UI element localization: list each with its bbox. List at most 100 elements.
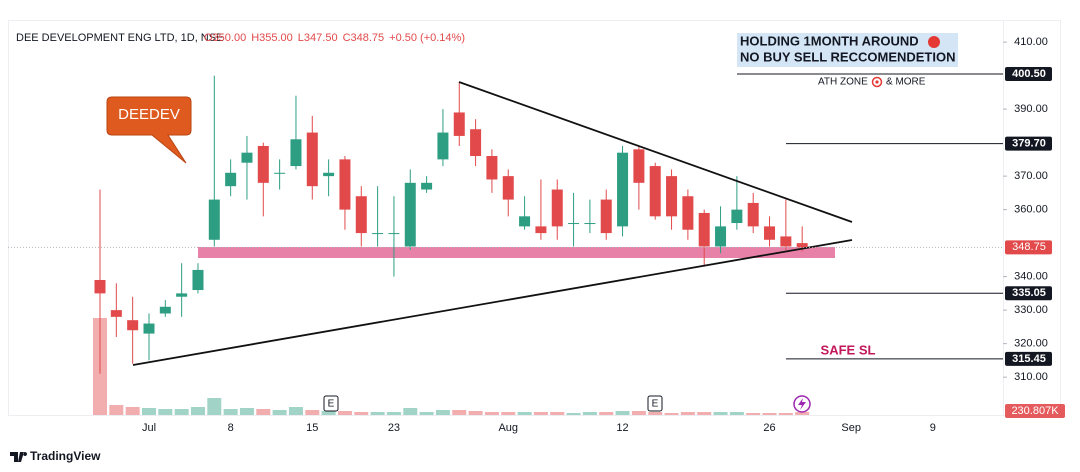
volume-bar — [484, 412, 499, 415]
candle-body — [470, 129, 482, 157]
volume-bar — [370, 412, 385, 415]
volume-bar — [158, 409, 173, 415]
candle-body — [176, 293, 188, 297]
candle-body — [617, 152, 629, 227]
symbol: DEE DEVELOPMENT ENG LTD, 1D, NSE — [16, 32, 223, 44]
ohlc-value: H355.00 — [251, 32, 293, 44]
volume-bar — [778, 413, 793, 415]
volume-bar — [403, 408, 418, 415]
candle-body — [535, 226, 547, 234]
volume-bar — [680, 412, 695, 415]
level-box — [1005, 286, 1052, 301]
volume-bar — [141, 408, 156, 415]
volume-bar — [648, 412, 663, 415]
volume-bar — [582, 412, 597, 415]
x-tick-label: 15 — [306, 422, 318, 434]
candle-body — [731, 209, 743, 224]
candle-body — [192, 269, 204, 291]
volume-bar — [697, 412, 712, 415]
level-box — [1005, 136, 1052, 151]
y-tick-label: 410.00 — [1014, 36, 1048, 48]
candle-body — [649, 166, 661, 217]
volume-bar — [566, 413, 581, 415]
lightning-bolt — [798, 398, 806, 410]
volume-bar — [501, 412, 516, 415]
volume-bar — [746, 413, 761, 415]
candle-body — [404, 182, 416, 247]
candle-body — [143, 323, 155, 334]
candle-body — [551, 189, 563, 227]
candle-body — [747, 202, 759, 227]
x-tick-label: 8 — [228, 422, 234, 434]
y-tick-label: 320.00 — [1014, 338, 1048, 350]
volume-bar — [125, 407, 140, 415]
target-center — [875, 80, 879, 84]
lower-trendline — [132, 239, 853, 366]
candle-body — [339, 159, 351, 210]
candle-body — [600, 199, 612, 234]
candle-body — [110, 310, 122, 317]
candle-body — [372, 233, 384, 235]
volume-bar — [435, 410, 450, 415]
candle-body — [502, 176, 514, 200]
y-tick-label: 330.00 — [1014, 304, 1048, 316]
volume-bar — [190, 407, 205, 415]
volume-bar — [468, 411, 483, 415]
volume-bar — [713, 412, 728, 415]
candle-body — [568, 223, 580, 225]
volume-bar — [256, 409, 271, 415]
volume-label: 230.807K — [1011, 405, 1059, 417]
volume-bar — [272, 410, 287, 415]
volume-bar — [419, 412, 434, 415]
x-tick-label: 12 — [616, 422, 628, 434]
volume-bar — [354, 412, 369, 415]
level-label: 335.05 — [1012, 287, 1046, 299]
branding: TradingView — [30, 449, 101, 463]
target-icon — [871, 76, 883, 88]
candle-body — [225, 172, 237, 187]
callout-text: DEEDEV — [118, 106, 180, 123]
volume-bar — [288, 407, 303, 415]
level-label: 400.50 — [1012, 68, 1046, 80]
note-box — [737, 33, 958, 67]
candle-body — [208, 199, 220, 240]
candle-body — [274, 172, 286, 174]
candle-body — [159, 306, 171, 314]
y-tick-label: 360.00 — [1014, 204, 1048, 216]
volume-bar — [337, 411, 352, 415]
candle-body — [94, 279, 106, 294]
event-marker — [647, 395, 663, 412]
ath-zone: & MORE — [886, 77, 926, 88]
y-tick-label: 390.00 — [1014, 103, 1048, 115]
ath-zone: ATH ZONE — [818, 77, 868, 88]
candle-body — [421, 182, 433, 190]
y-tick-label: 310.00 — [1014, 371, 1048, 383]
candle-body — [764, 226, 776, 240]
candle-body — [323, 172, 335, 177]
volume-bar — [386, 412, 401, 415]
volume-bar — [762, 413, 777, 415]
ohlc-value: C348.75 — [343, 32, 385, 44]
candle-body — [519, 216, 531, 227]
logo — [10, 452, 28, 462]
x-tick-label: Sep — [841, 422, 861, 434]
candle-body — [437, 132, 449, 160]
volume-bar — [305, 410, 320, 415]
last-price-label: 348.75 — [1012, 241, 1046, 253]
candle-body — [290, 139, 302, 167]
x-tick-label: Aug — [498, 422, 518, 434]
candle-body — [486, 156, 498, 180]
candle-body — [306, 132, 318, 187]
y-tick-label: 370.00 — [1014, 170, 1048, 182]
note-line: NO BUY SELL RECCOMENDETION — [740, 49, 955, 64]
callout-bubble — [106, 96, 192, 164]
candle-body — [257, 145, 269, 183]
candle-body — [633, 149, 645, 183]
volume-bar — [174, 409, 189, 415]
volume-bar — [615, 411, 630, 415]
ohlc-value: L347.50 — [298, 32, 338, 44]
safe-sl: SAFE SL — [821, 342, 876, 357]
